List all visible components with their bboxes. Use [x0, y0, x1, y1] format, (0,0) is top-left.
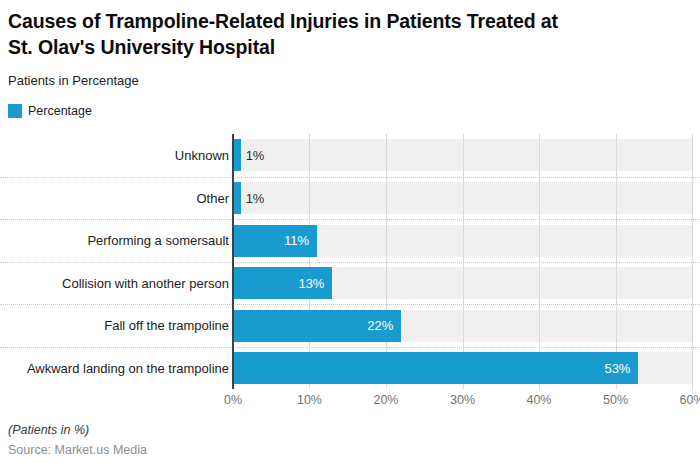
source-credit: Source: Market.us Media — [8, 443, 692, 458]
value-label: 1% — [246, 191, 265, 206]
value-label: 22% — [367, 318, 401, 333]
x-tick-label: 60% — [679, 393, 700, 407]
category-label: Other — [0, 191, 233, 206]
category-label: Fall off the trampoline — [0, 318, 233, 333]
footnote: (Patients in %) — [8, 423, 692, 438]
bar-rows: Unknown 1% Other 1% Performing a somersault 1… — [0, 134, 700, 389]
x-tick-label: 50% — [603, 393, 628, 407]
legend-swatch-icon — [8, 104, 22, 118]
value-label: 1% — [246, 148, 265, 163]
category-label: Performing a somersault — [0, 233, 233, 248]
bar[interactable]: 13% — [233, 267, 332, 299]
chart-footer: (Patients in %) Source: Market.us Media — [0, 407, 700, 458]
bar[interactable]: 53% — [233, 352, 638, 384]
value-label: 13% — [298, 276, 332, 291]
bar-row: Unknown 1% — [0, 134, 700, 177]
legend-item-percentage[interactable]: Percentage — [8, 103, 692, 119]
bar-chart: Unknown 1% Other 1% Performing a somersault 1… — [0, 134, 700, 407]
bar-track: 1% — [233, 182, 692, 214]
x-axis: 0%10%20%30%40%50%60% — [233, 389, 692, 407]
bar-row: Fall off the trampoline 22% — [0, 304, 700, 347]
x-tick-label: 40% — [526, 393, 551, 407]
bar-row: Collision with another person 13% — [0, 262, 700, 305]
chart-subtitle: Patients in Percentage — [8, 73, 692, 88]
x-tick-label: 20% — [373, 393, 398, 407]
bar[interactable] — [233, 139, 241, 171]
bar-track: 11% — [233, 225, 692, 257]
chart-header: Causes of Trampoline-Related Injuries in… — [0, 0, 700, 119]
bar[interactable]: 22% — [233, 310, 401, 342]
x-tick-label: 10% — [297, 393, 322, 407]
bar-row: Performing a somersault 11% — [0, 219, 700, 262]
value-label: 53% — [604, 361, 638, 376]
value-label: 11% — [284, 233, 317, 248]
category-label: Unknown — [0, 148, 233, 163]
x-tick-label: 0% — [224, 393, 242, 407]
bar-track: 1% — [233, 139, 692, 171]
bar-track: 22% — [233, 310, 692, 342]
bar[interactable] — [233, 182, 241, 214]
chart-title: Causes of Trampoline-Related Injuries in… — [8, 8, 692, 60]
bar-row: Awkward landing on the trampoline 53% — [0, 347, 700, 390]
x-tick-label: 30% — [450, 393, 475, 407]
bar-track: 13% — [233, 267, 692, 299]
category-label: Awkward landing on the trampoline — [0, 361, 233, 376]
bar-track: 53% — [233, 352, 692, 384]
bar[interactable]: 11% — [233, 225, 317, 257]
category-label: Collision with another person — [0, 276, 233, 291]
bar-row: Other 1% — [0, 177, 700, 220]
legend-label: Percentage — [28, 104, 92, 118]
chart-card: Causes of Trampoline-Related Injuries in… — [0, 0, 700, 474]
